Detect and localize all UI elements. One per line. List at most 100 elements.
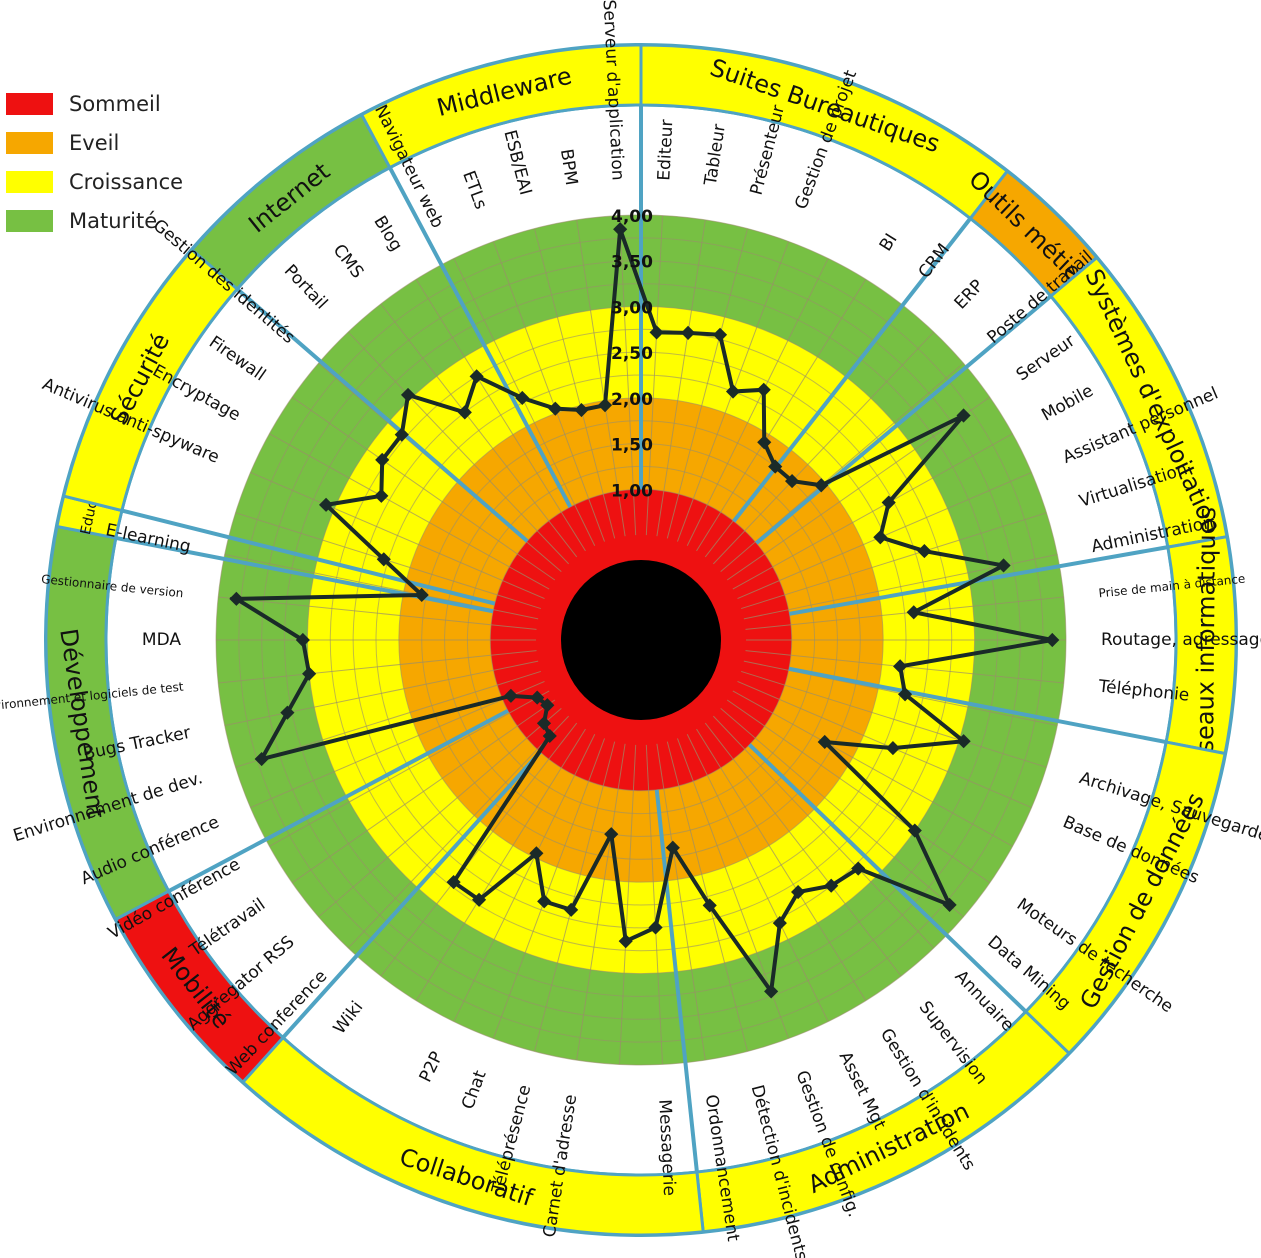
data-point-8 <box>814 478 829 493</box>
legend-swatch-eveil <box>6 131 53 154</box>
data-point-29 <box>665 840 680 855</box>
data-point-9 <box>956 408 971 423</box>
data-point-54 <box>400 387 416 402</box>
data-point-25 <box>791 884 806 900</box>
radial-tick-5: 3,50 <box>611 253 653 273</box>
category-separator-8 <box>167 708 509 893</box>
center-disc <box>561 560 721 720</box>
data-point-45 <box>302 666 317 681</box>
data-point-12 <box>917 544 932 559</box>
data-point-24 <box>824 878 839 893</box>
legend-item-croissance: Croissance <box>6 162 183 201</box>
data-point-20 <box>817 734 832 750</box>
data-point-22 <box>942 897 957 912</box>
data-point-42 <box>503 688 518 703</box>
data-point-53 <box>394 427 409 442</box>
data-point-39 <box>536 716 552 731</box>
axis-label-46: MDA <box>142 630 181 650</box>
data-point-43 <box>254 751 269 767</box>
radial-tick-1: 1,50 <box>611 436 653 456</box>
data-point-26 <box>772 915 787 931</box>
data-point-10 <box>881 495 896 510</box>
data-point-4 <box>756 382 771 397</box>
data-point-49 <box>376 552 391 567</box>
legend-label-croissance: Croissance <box>69 169 184 194</box>
legend: Sommeil Eveil Croissance Maturité <box>6 84 183 240</box>
data-point-51 <box>374 488 389 503</box>
data-point-16 <box>893 659 908 674</box>
data-point-37 <box>446 875 461 890</box>
category-label-3: Réseaux informatiques <box>1191 507 1221 783</box>
data-point-36 <box>471 892 487 907</box>
data-point-17 <box>897 687 913 702</box>
data-point-27 <box>764 984 779 999</box>
data-point-48 <box>414 587 429 603</box>
category-separator-10 <box>121 508 496 606</box>
radial-tick-6: 4,00 <box>611 207 653 227</box>
legend-item-maturite: Maturité <box>6 201 183 240</box>
legend-swatch-croissance <box>6 170 53 193</box>
data-point-57 <box>515 390 530 406</box>
category-separator-4 <box>788 666 1167 745</box>
data-point-19 <box>885 741 900 756</box>
axis-label-0: Editeur <box>654 119 677 181</box>
data-point-34 <box>537 894 552 909</box>
category-sector-12 <box>359 43 643 170</box>
data-point-50 <box>318 497 334 512</box>
axis-label-15: Routage, adressage <box>1101 630 1261 650</box>
legend-label-eveil: Eveil <box>69 130 120 155</box>
data-point-18 <box>956 734 971 749</box>
data-point-28 <box>702 898 717 913</box>
category-separator-9 <box>115 535 494 614</box>
radial-tick-0: 1,00 <box>611 481 653 501</box>
data-point-15 <box>1045 632 1060 648</box>
data-point-23 <box>851 861 866 876</box>
data-point-31 <box>618 934 633 949</box>
category-label-9: Educ <box>78 499 101 536</box>
data-point-32 <box>604 827 619 842</box>
data-point-11 <box>873 530 888 545</box>
legend-label-sommeil: Sommeil <box>69 91 161 116</box>
data-point-0 <box>649 325 664 340</box>
radial-tick-3: 2,50 <box>611 344 653 364</box>
data-point-21 <box>907 823 922 838</box>
category-separator-6 <box>654 789 699 1173</box>
data-point-58 <box>548 401 563 416</box>
category-separator-11 <box>235 287 529 543</box>
data-point-14 <box>906 605 921 620</box>
data-point-35 <box>529 846 544 861</box>
data-point-33 <box>564 902 579 917</box>
data-point-60 <box>597 398 613 413</box>
legend-item-sommeil: Sommeil <box>6 84 183 123</box>
data-point-40 <box>540 698 555 713</box>
axis-label-30: Messagerie <box>654 1099 679 1197</box>
data-point-30 <box>648 920 663 935</box>
data-point-1 <box>680 325 696 340</box>
legend-item-eveil: Eveil <box>6 123 183 162</box>
data-point-55 <box>457 405 472 420</box>
data-point-46 <box>295 632 310 648</box>
data-point-47 <box>229 591 244 606</box>
category-separator-2 <box>755 294 1053 545</box>
data-point-38 <box>542 728 557 744</box>
legend-swatch-sommeil <box>6 92 53 115</box>
data-point-5 <box>757 435 772 450</box>
data-point-52 <box>375 452 390 467</box>
data-point-2 <box>712 327 728 342</box>
radial-tick-4: 3,00 <box>611 298 653 318</box>
data-point-13 <box>996 558 1011 573</box>
data-point-7 <box>785 473 800 489</box>
data-point-6 <box>768 459 783 474</box>
data-point-59 <box>574 402 589 418</box>
category-separator-12 <box>388 166 573 508</box>
category-separator-7 <box>281 750 542 1039</box>
legend-label-maturite: Maturité <box>69 208 158 233</box>
radial-tick-2: 2,00 <box>611 390 653 410</box>
data-point-3 <box>725 384 741 399</box>
data-point-44 <box>280 705 295 720</box>
data-point-41 <box>530 690 545 705</box>
legend-swatch-maturite <box>6 209 53 232</box>
data-point-61 <box>613 222 628 237</box>
data-point-56 <box>469 369 484 384</box>
